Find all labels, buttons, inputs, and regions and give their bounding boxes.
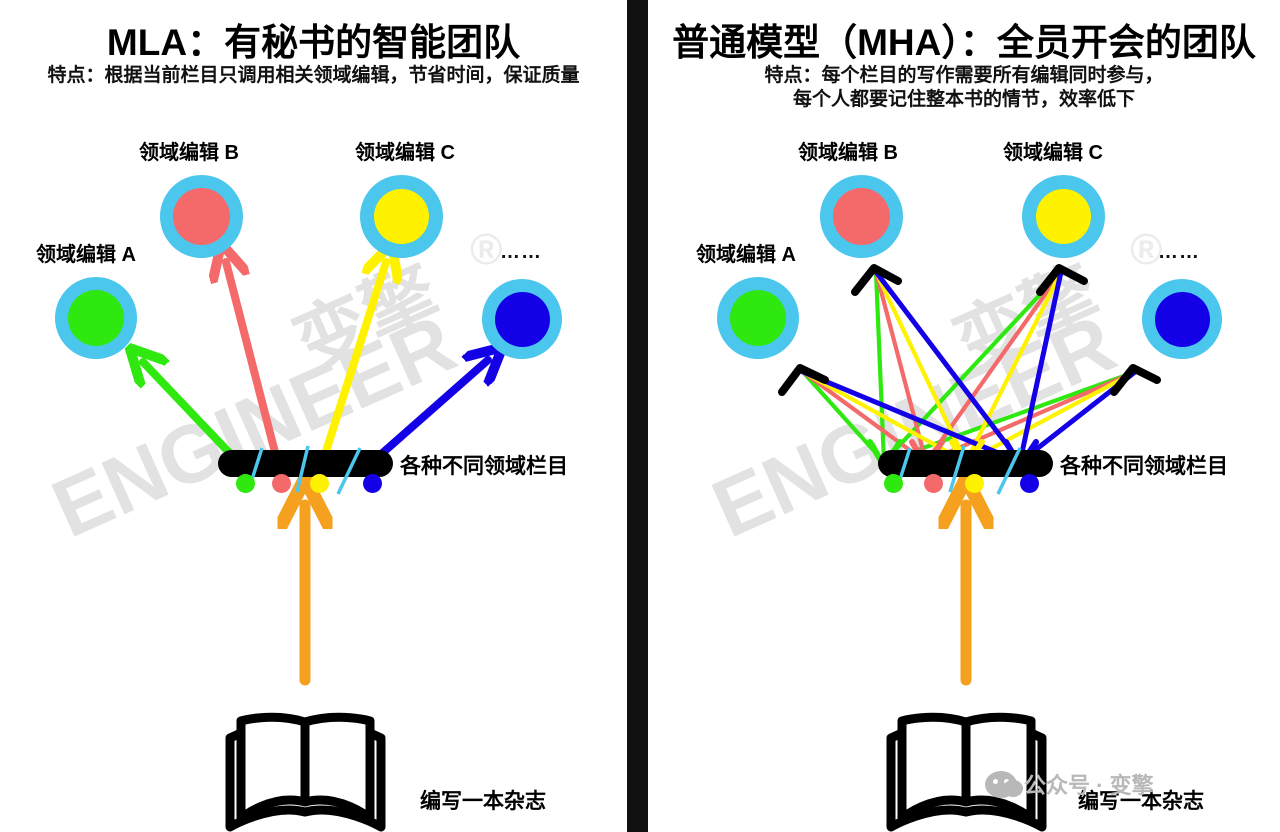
editor-circle-d-mha[interactable] [1142,279,1222,359]
column-dot-2-mha [924,474,943,493]
editor-core-d-mla [494,291,550,347]
editor-circle-d-mla[interactable] [482,279,562,359]
watermark-registered-right: ® [1130,225,1163,274]
editor-core-b-mha [833,188,890,245]
editor-label-c-mha: 领域编辑 C [1003,142,1103,164]
arrow-slot2-to-editor-b [226,262,282,468]
wechat-icon [985,770,1023,798]
editor-core-b-mla [173,188,230,245]
column-dot-4-mla [363,474,382,493]
wechat-watermark-text: 公众号 · 变擎 [1024,773,1154,798]
editor-circle-a-mha[interactable] [717,277,799,359]
panel-subtitle-mla: 特点：根据当前栏目只调用相关领域编辑，节省时间，保证质量 [47,65,580,86]
arrow-slot3-to-editor-c [318,262,386,468]
column-dot-4-mha [1020,474,1039,493]
column-dot-1-mha [884,474,903,493]
column-bar-label-mla: 各种不同领域栏目 [400,455,568,478]
book-icon-mha [886,712,1047,832]
panel-title-mha: 普通模型（MHA）：全员开会的团队 [672,22,1256,63]
arrow-layer-mha [778,264,1161,686]
wechat-watermark: 公众号 · 变擎 [985,768,1154,800]
panel-title-mla: MLA：有秘书的智能团队 [106,22,521,63]
column-bar-mla[interactable] [218,450,393,477]
editor-core-c-mla [374,189,429,244]
editor-circle-b-mha[interactable] [820,175,903,258]
panel-subtitle-mha-line1: 特点：每个栏目的写作需要所有编辑同时参与， [764,65,1164,86]
editor-label-a-mla: 领域编辑 A [36,244,136,266]
editor-label-b-mla: 领域编辑 B [139,142,239,164]
editor-core-c-mha [1036,189,1091,244]
column-dot-1-mla [236,474,255,493]
column-dot-2-mla [272,474,291,493]
column-dot-3-mha [965,474,984,493]
arrowheads-to-editors-mha [778,264,1161,396]
column-bar-dividers-mla [246,445,362,495]
editor-circle-b-mla[interactable] [160,175,243,258]
panel-divider [627,0,648,832]
watermark-registered-left: ® [470,225,503,274]
column-dot-3-mla [310,474,329,493]
crossing-lines-mha [800,269,1138,465]
editor-core-d-mha [1154,291,1210,347]
book-label-mha: 编写一本杂志 [1078,790,1204,813]
arrow-layer-mla [0,0,627,686]
editor-core-a-mla [68,290,124,346]
editor-ellipsis-mha: …… [1158,241,1200,263]
column-bar-dividers-mha [894,445,1022,495]
editor-circle-c-mha[interactable] [1022,175,1105,258]
book-icon-mla [225,712,386,832]
column-bar-mha[interactable] [878,450,1053,477]
editor-circle-a-mla[interactable] [55,277,137,359]
panel-mha: 普通模型（MHA）：全员开会的团队 特点：每个栏目的写作需要所有编辑同时参与， … [648,0,1280,832]
arrow-slot4-to-editor-d [366,360,488,468]
panel-subtitle-mha-line2: 每个人都要记住整本书的情节，效率低下 [792,89,1135,110]
book-label-mla: 编写一本杂志 [420,790,546,813]
editor-core-a-mha [730,290,786,346]
editor-label-b-mha: 领域编辑 B [798,142,898,164]
editor-label-a-mha: 领域编辑 A [696,244,796,266]
editor-ellipsis-mla: …… [500,241,542,263]
panel-mla: MLA：有秘书的智能团队 特点：根据当前栏目只调用相关领域编辑，节省时间，保证质… [0,0,627,832]
editor-circle-c-mla[interactable] [360,175,443,258]
editor-label-c-mla: 领域编辑 C [355,142,455,164]
arrow-slot1-to-editor-a [143,362,244,468]
column-bar-label-mha: 各种不同领域栏目 [1060,455,1228,478]
